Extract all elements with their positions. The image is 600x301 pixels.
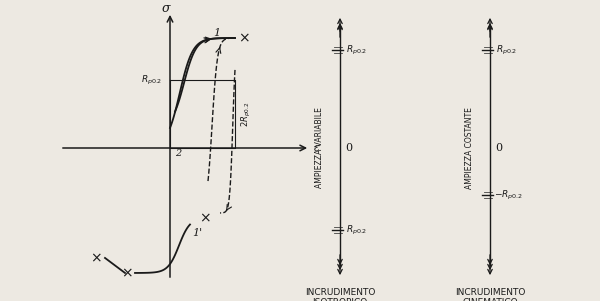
- Text: AMPIEZZA COSTANTE: AMPIEZZA COSTANTE: [466, 107, 475, 189]
- Text: ×: ×: [238, 31, 250, 45]
- Text: ε: ε: [314, 143, 320, 153]
- Text: ×: ×: [121, 266, 133, 280]
- Text: $2R_{p0.2}$: $2R_{p0.2}$: [240, 101, 253, 127]
- Text: 1: 1: [214, 28, 221, 38]
- Text: $-R_{p0.2}$: $-R_{p0.2}$: [494, 188, 523, 202]
- Text: INCRUDIMENTO
ISOTROPICO: INCRUDIMENTO ISOTROPICO: [305, 288, 375, 301]
- Text: 0: 0: [345, 143, 352, 153]
- Text: σ: σ: [162, 2, 170, 14]
- Text: ×: ×: [199, 211, 211, 225]
- Text: $R_{p0.2}$: $R_{p0.2}$: [346, 223, 367, 237]
- Text: AMPIEZZA VARIABILE: AMPIEZZA VARIABILE: [316, 107, 325, 188]
- Text: $R_{p0.2}$: $R_{p0.2}$: [346, 43, 367, 57]
- Text: 0: 0: [495, 143, 502, 153]
- Text: $R_{p0.2}$: $R_{p0.2}$: [496, 43, 517, 57]
- Text: $R_{p0.2}$: $R_{p0.2}$: [140, 73, 162, 87]
- Text: 1': 1': [192, 228, 202, 237]
- Text: 2: 2: [175, 150, 181, 159]
- Text: INCRUDIMENTO
CINEMATICO: INCRUDIMENTO CINEMATICO: [455, 288, 525, 301]
- Text: ×: ×: [91, 251, 102, 265]
